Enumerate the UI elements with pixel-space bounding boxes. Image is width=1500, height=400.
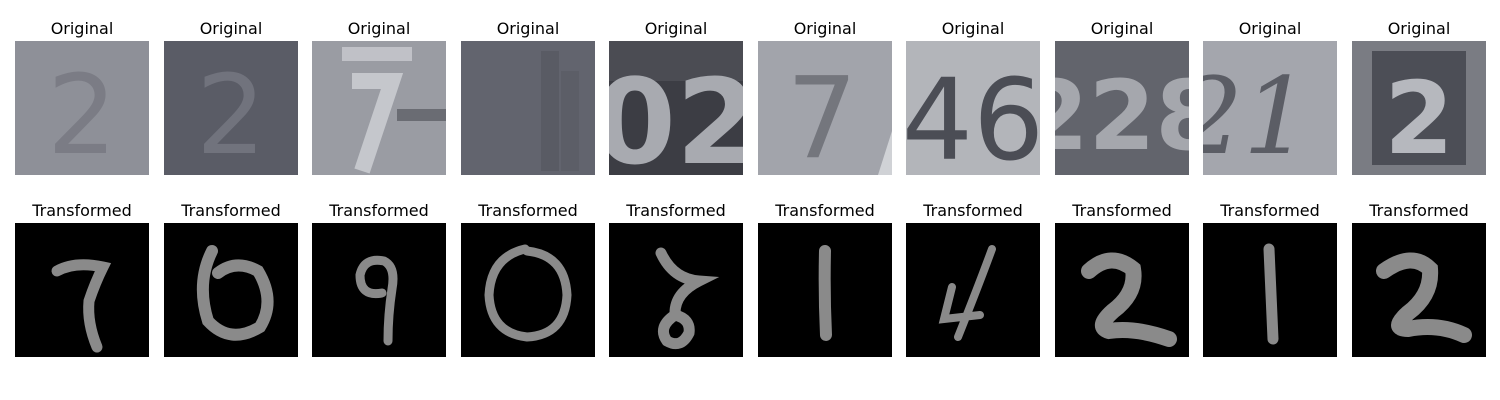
transformed-row: Transformed Transformed Transformed Transfo… (0, 201, 1500, 361)
original-title: Original (496, 19, 560, 38)
svg-text:2: 2 (1384, 60, 1454, 175)
transformed-image (15, 223, 149, 357)
svg-text:228: 228 (1055, 60, 1189, 172)
svg-text:21: 21 (1203, 55, 1310, 175)
original-image: 46 (906, 41, 1040, 175)
transformed-image (609, 223, 743, 357)
transformed-title: Transformed (923, 201, 1023, 220)
original-image: 2 (15, 41, 149, 175)
original-image: 2 (164, 41, 298, 175)
transformed-title: Transformed (478, 201, 578, 220)
original-image: 7 (758, 41, 892, 175)
transformed-title: Transformed (775, 201, 875, 220)
transformed-image (312, 223, 446, 357)
transformed-image (1055, 223, 1189, 357)
transformed-image (1203, 223, 1337, 357)
svg-text:02: 02 (609, 53, 743, 175)
original-title: Original (347, 19, 411, 38)
original-image (312, 41, 446, 175)
original-image: 21 (1203, 41, 1337, 175)
original-title: Original (1238, 19, 1302, 38)
original-title: Original (50, 19, 114, 38)
transformed-title: Transformed (1072, 201, 1172, 220)
transformed-title: Transformed (329, 201, 429, 220)
original-image: 228 (1055, 41, 1189, 175)
svg-text:7: 7 (786, 54, 857, 175)
transformed-title: Transformed (32, 201, 132, 220)
original-image (461, 41, 595, 175)
original-title: Original (1090, 19, 1154, 38)
transformed-title: Transformed (1369, 201, 1469, 220)
svg-text:2: 2 (196, 51, 266, 175)
transformed-image (461, 223, 595, 357)
original-title: Original (199, 19, 263, 38)
svg-text:46: 46 (906, 56, 1040, 175)
svg-text:2: 2 (47, 51, 117, 175)
transformed-title: Transformed (181, 201, 281, 220)
transformed-title: Transformed (626, 201, 726, 220)
original-image: 02 (609, 41, 743, 175)
transformed-image (1352, 223, 1486, 357)
transformed-title: Transformed (1220, 201, 1320, 220)
transformed-image (758, 223, 892, 357)
original-title: Original (1387, 19, 1451, 38)
original-row: Original 2 Original 2 Original Original Origin… (0, 19, 1500, 179)
original-image: 2 (1352, 41, 1486, 175)
transformed-image (164, 223, 298, 357)
transformed-image (906, 223, 1040, 357)
original-title: Original (644, 19, 708, 38)
original-title: Original (793, 19, 857, 38)
original-title: Original (941, 19, 1005, 38)
